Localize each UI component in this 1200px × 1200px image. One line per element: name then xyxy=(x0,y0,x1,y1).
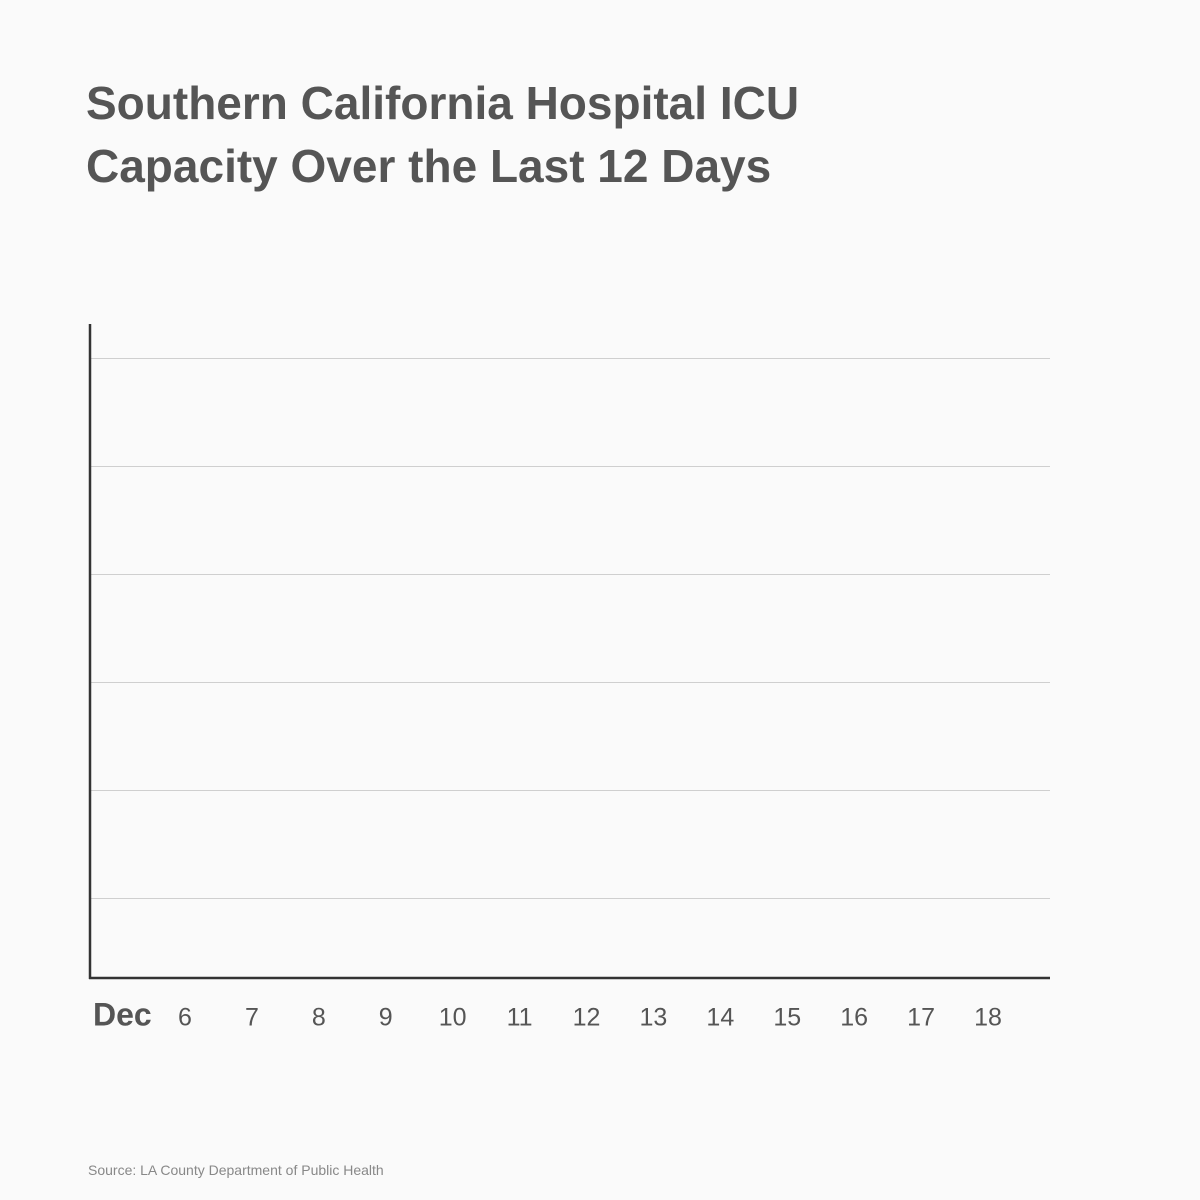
chart-title: Southern California Hospital ICU Capacit… xyxy=(86,77,800,192)
x-month-label: Dec xyxy=(93,996,152,1032)
x-tick-label: 15 xyxy=(773,1004,801,1032)
x-tick-label: 7 xyxy=(245,1004,259,1032)
grid xyxy=(90,358,1050,899)
x-tick-label: 12 xyxy=(573,1004,601,1032)
source: Source: LA County Department of Public H… xyxy=(88,1162,384,1178)
x-tick-label: 8 xyxy=(312,1004,326,1032)
chart: Dec 6 7 8 9 10 11 12 13 14 15 16 17 18 xyxy=(88,324,1050,1032)
x-tick-label: 10 xyxy=(439,1004,467,1032)
x-tick-label: 11 xyxy=(507,1004,533,1032)
x-tick-label: 16 xyxy=(840,1004,868,1032)
x-tick-label: 6 xyxy=(178,1004,192,1032)
x-tick-label: 18 xyxy=(974,1004,1002,1032)
x-tick-label: 9 xyxy=(379,1004,393,1032)
x-tick-label: 14 xyxy=(706,1004,734,1032)
x-tick-label: 17 xyxy=(907,1004,935,1032)
x-tick-label: 13 xyxy=(640,1004,668,1032)
